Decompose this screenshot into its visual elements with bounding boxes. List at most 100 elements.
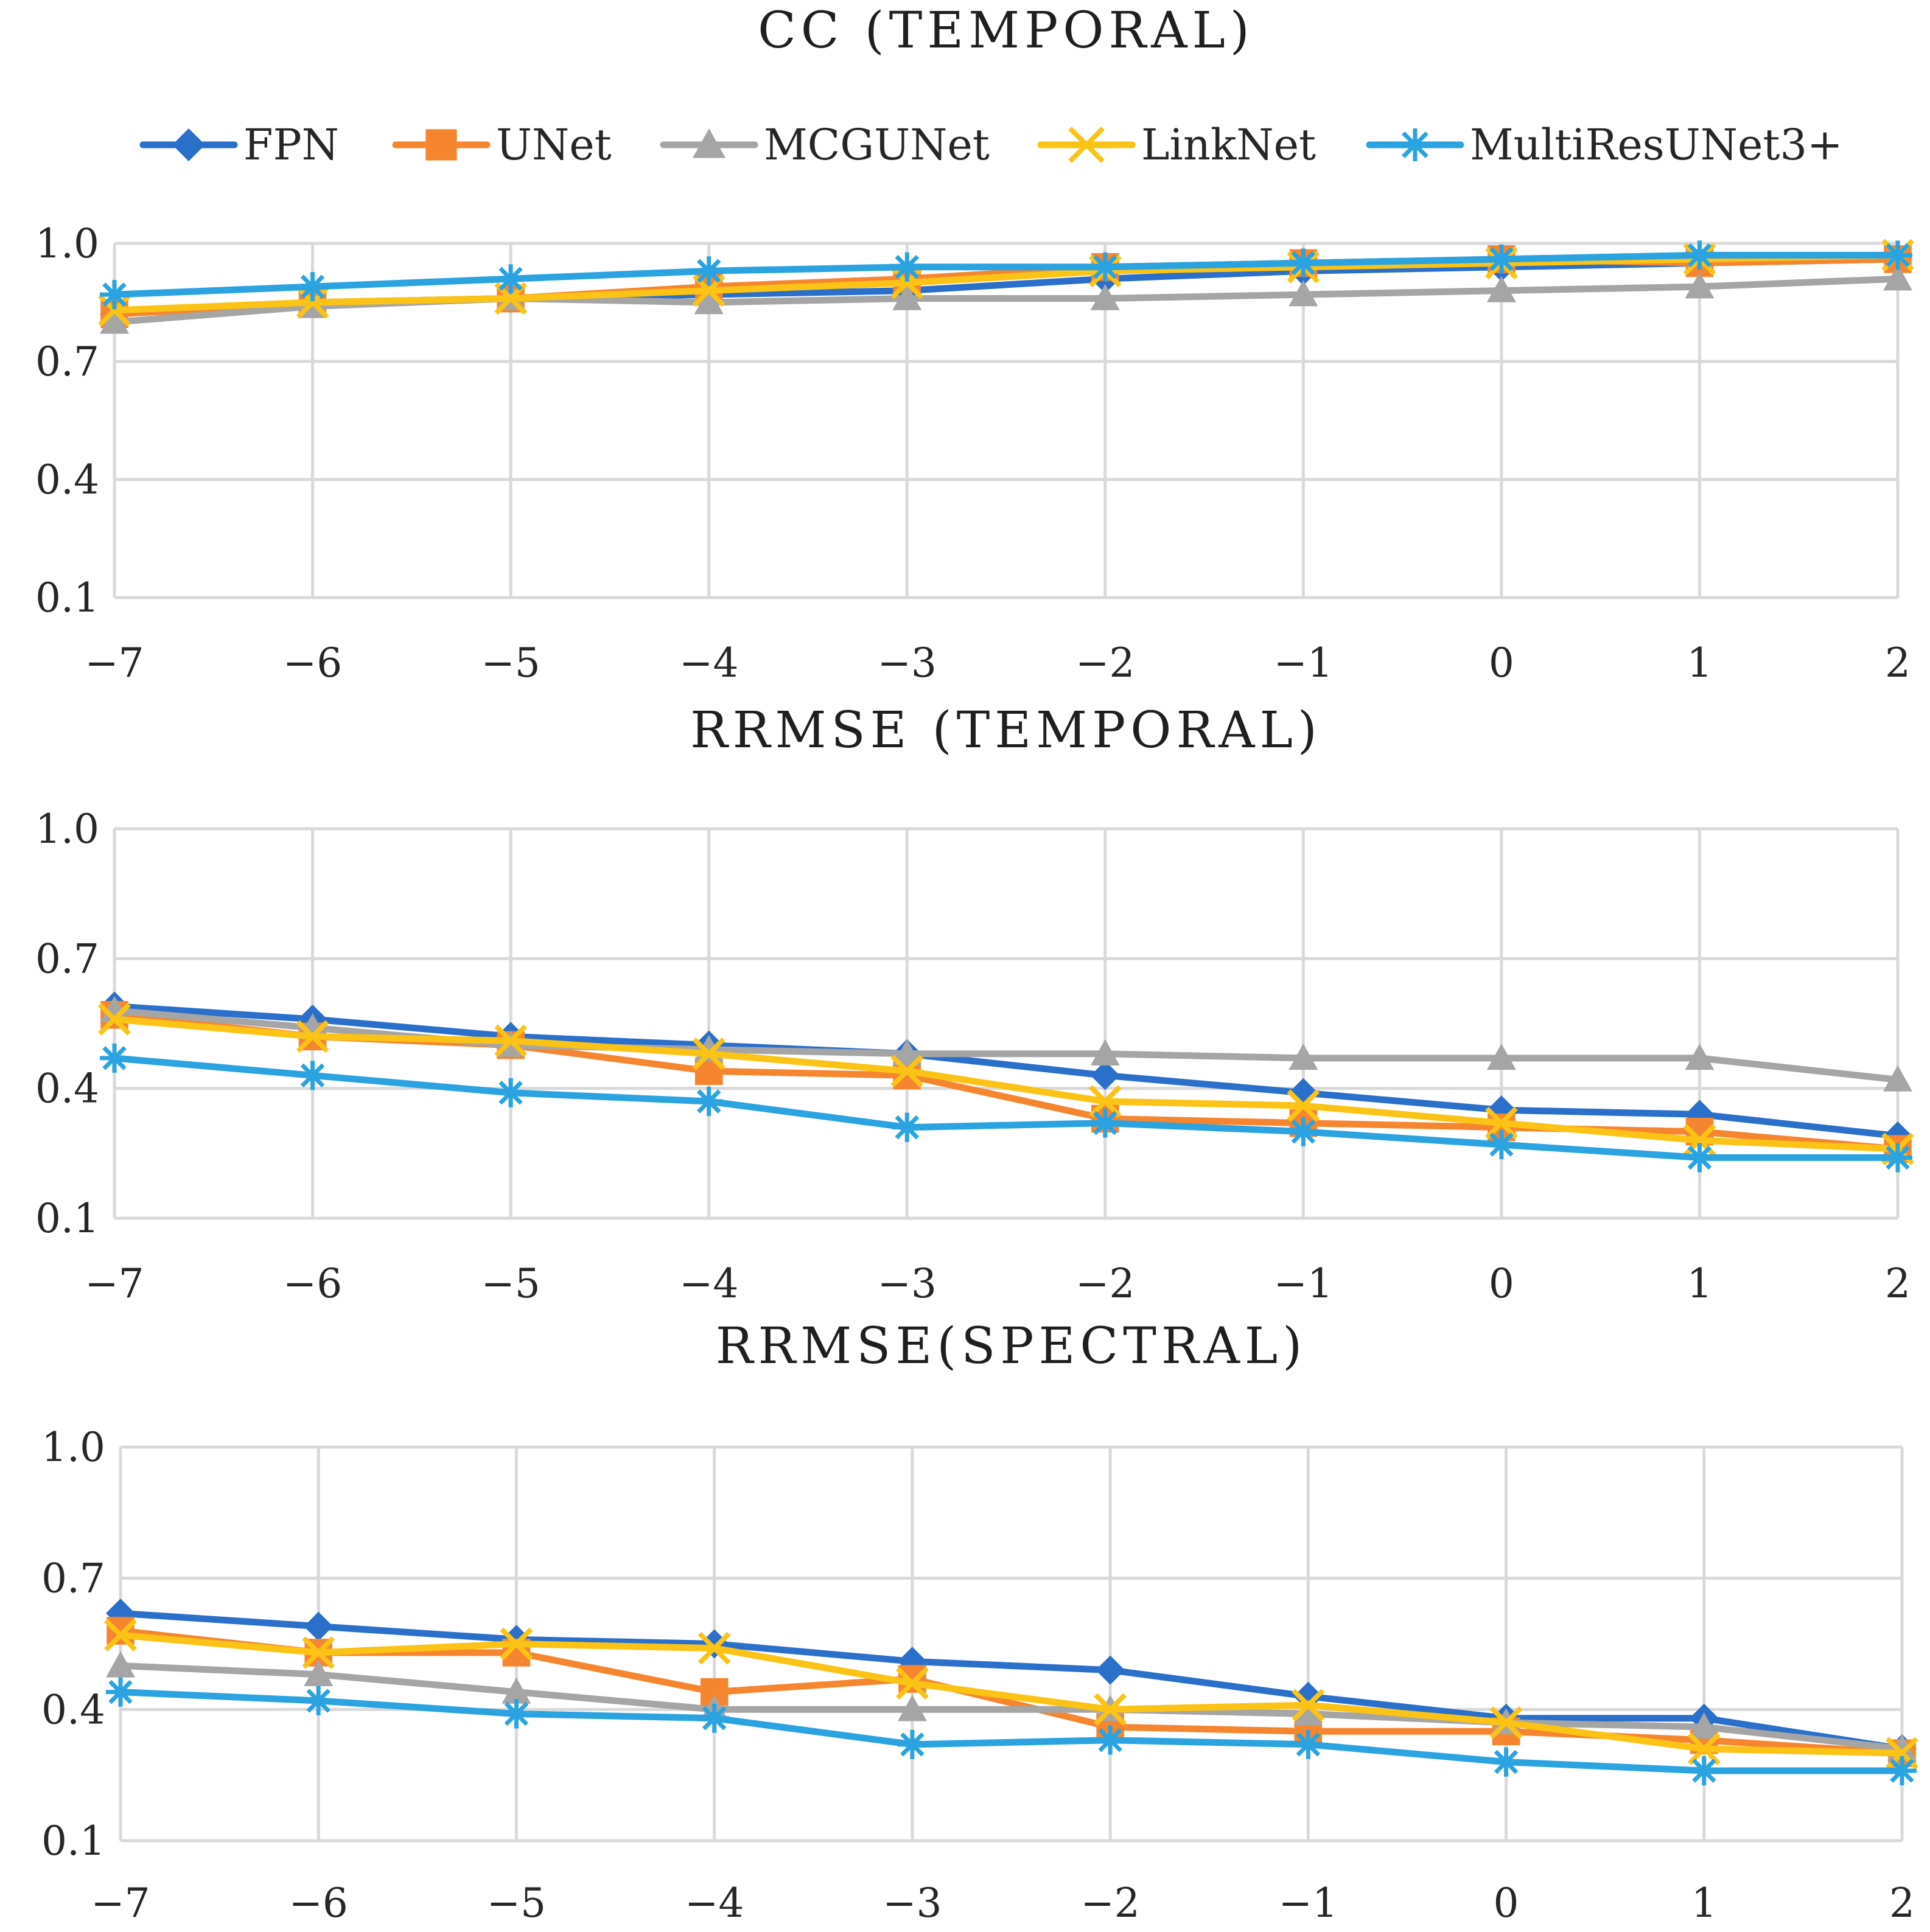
series-line-fpn <box>111 1003 1901 1140</box>
data-point-mcgunet <box>1288 280 1318 307</box>
x-tick-label: 1 <box>1687 1260 1712 1307</box>
x-tick-label: 0 <box>1489 640 1514 686</box>
data-point-linknet <box>890 266 924 299</box>
legend-item-multiresunet3: MultiResUNet3+ <box>1366 120 1843 170</box>
data-point-linknet <box>1094 1693 1127 1726</box>
data-point-mcgunet <box>106 1651 135 1678</box>
legend-item-unet: UNet <box>392 120 612 170</box>
legend-marker-linknet <box>1068 127 1105 163</box>
x-tick-label: −6 <box>283 640 342 686</box>
data-point-multiresunet3 <box>298 272 327 302</box>
data-point-linknet <box>296 286 329 319</box>
chart-title: CC (TEMPORAL) <box>758 2 1254 60</box>
legend-label-mcgunet: MCGUNet <box>764 120 990 170</box>
series-line-fpn <box>117 1609 1906 1752</box>
data-point-fpn <box>699 1629 729 1659</box>
x-tick-label: 0 <box>1494 1880 1519 1927</box>
y-tick-label: 0.4 <box>41 1686 105 1733</box>
data-point-mcgunet <box>100 307 129 334</box>
data-point-multiresunet3 <box>304 1686 334 1715</box>
data-point-linknet <box>500 1627 533 1661</box>
data-point-multiresunet3 <box>892 252 922 282</box>
data-point-multiresunet3 <box>100 1043 129 1073</box>
data-point-mcgunet <box>304 1659 334 1687</box>
data-point-multiresunet3 <box>100 280 129 310</box>
legend-label-linknet: LinkNet <box>1141 120 1316 170</box>
data-point-multiresunet3 <box>1486 1130 1516 1160</box>
data-point-linknet <box>698 1631 731 1665</box>
data-point-linknet <box>296 1020 329 1053</box>
series-multiresunet3 <box>106 1677 1917 1785</box>
data-point-linknet <box>1088 1085 1122 1118</box>
x-tick-label: −3 <box>883 1880 942 1927</box>
data-point-mcgunet <box>100 996 129 1022</box>
data-point-fpn <box>304 1611 334 1641</box>
legend: FPN UNet MCGUNet LinkNet MultiResUNet3+ <box>139 120 1843 170</box>
y-tick-label: 0.1 <box>35 574 99 621</box>
y-tick-label: 1.0 <box>41 1424 105 1471</box>
data-point-multiresunet3 <box>1491 1747 1521 1777</box>
data-point-linknet <box>98 294 131 327</box>
data-point-linknet <box>1489 1706 1523 1739</box>
x-tick-label: −7 <box>85 640 144 686</box>
data-point-multiresunet3 <box>502 1699 531 1729</box>
chart-title: RRMSE(SPECTRAL) <box>716 1317 1307 1375</box>
x-tick-label: −7 <box>91 1880 150 1927</box>
data-point-mcgunet <box>897 1695 927 1721</box>
x-tick-label: −2 <box>1075 640 1135 686</box>
data-point-mcgunet <box>1685 1043 1715 1070</box>
series-line-linknet <box>111 251 1901 314</box>
data-point-mcgunet <box>1883 1065 1912 1092</box>
legend-marker-unet <box>425 129 457 161</box>
y-tick-label: 0.4 <box>35 456 99 503</box>
data-point-mcgunet <box>1883 264 1912 291</box>
x-tick-label: −6 <box>289 1880 348 1927</box>
data-point-unet <box>107 1617 135 1645</box>
chart-rrmse-temporal: RRMSE (TEMPORAL) 1.0 0.7 0.4 0.1 −7 −6 −5 −4 −3 −2… <box>35 702 1914 1307</box>
x-tick-label: −4 <box>679 1260 738 1307</box>
data-point-multiresunet3 <box>694 256 724 286</box>
x-tick-label: −4 <box>679 640 738 686</box>
x-tick-label: 2 <box>1889 1880 1915 1927</box>
data-point-multiresunet3 <box>1685 1143 1715 1173</box>
legend-item-mcgunet: MCGUNet <box>660 120 990 170</box>
y-tick-label: 0.1 <box>35 1195 99 1242</box>
data-point-linknet <box>494 1024 527 1058</box>
data-point-multiresunet3 <box>1090 252 1120 282</box>
gridlines <box>119 1445 1904 1843</box>
series-line-mcgunet <box>117 1662 1906 1752</box>
x-tick-label: 2 <box>1885 1260 1911 1307</box>
data-point-mcgunet <box>1486 276 1516 302</box>
x-tick-label: 2 <box>1885 640 1911 686</box>
series-line-linknet <box>111 1016 1901 1153</box>
data-point-multiresunet3 <box>1883 1143 1912 1173</box>
data-point-multiresunet3 <box>106 1677 135 1707</box>
data-point-mcgunet <box>1486 1043 1516 1070</box>
data-point-multiresunet3 <box>1486 244 1516 274</box>
legend-marker-fpn <box>172 128 205 161</box>
legend-marker-multiresunet3 <box>1399 128 1432 161</box>
y-tick-label: 0.7 <box>35 935 99 982</box>
data-point-multiresunet3 <box>892 1112 922 1142</box>
data-point-linknet <box>1292 1689 1325 1721</box>
data-point-mcgunet <box>1090 284 1120 310</box>
y-tick-label: 1.0 <box>35 806 99 853</box>
data-point-mcgunet <box>694 288 724 315</box>
x-tick-label: −1 <box>1274 1260 1333 1307</box>
series-linknet <box>104 1619 1918 1770</box>
data-point-fpn <box>1090 1061 1120 1090</box>
series-line-mcgunet <box>111 1007 1901 1083</box>
gridlines <box>113 242 1900 599</box>
y-tick-label: 1.0 <box>35 220 99 267</box>
data-point-multiresunet3 <box>1288 1117 1318 1146</box>
data-point-multiresunet3 <box>1096 1725 1125 1755</box>
series-line-multiresunet3 <box>117 1689 1906 1774</box>
chart-title: RRMSE (TEMPORAL) <box>690 702 1322 759</box>
data-point-mcgunet <box>892 1039 922 1065</box>
legend-label-unet: UNet <box>496 120 612 170</box>
data-point-multiresunet3 <box>1090 1108 1120 1138</box>
legend-label-multiresunet3: MultiResUNet3+ <box>1470 120 1843 170</box>
data-point-mcgunet <box>1090 1039 1120 1065</box>
data-point-multiresunet3 <box>694 1087 724 1116</box>
